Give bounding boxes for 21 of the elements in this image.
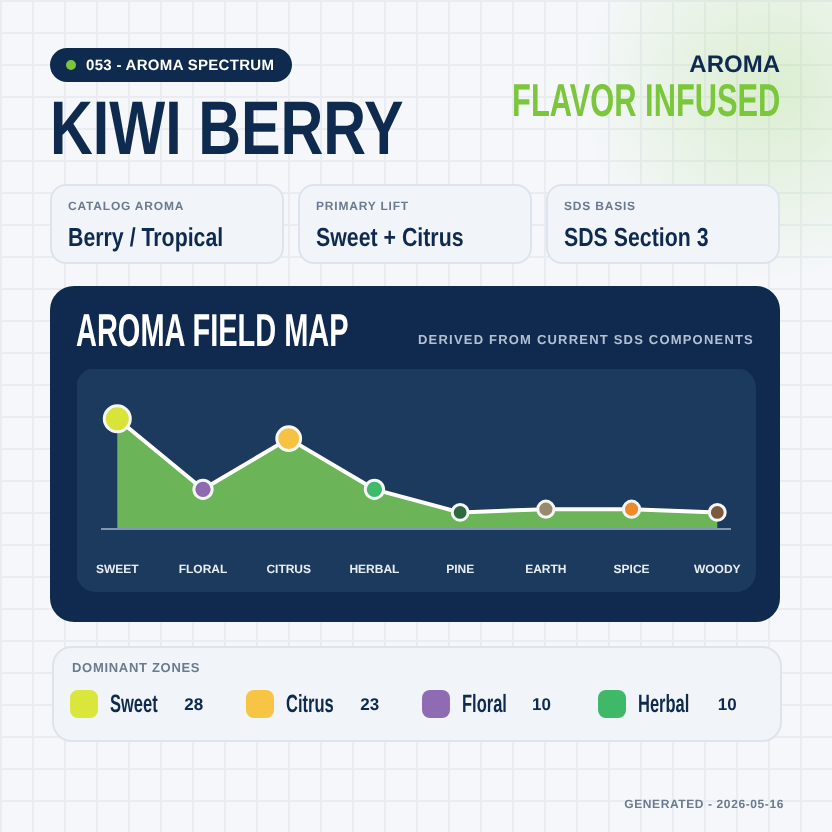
chart-title: AROMA FIELD MAP — [76, 304, 349, 356]
data-label: 23 — [360, 693, 380, 714]
point — [621, 499, 642, 519]
category-label: Floral — [462, 689, 507, 718]
data-label: 28 — [184, 693, 204, 714]
point — [363, 478, 386, 500]
point — [536, 499, 556, 519]
point — [707, 503, 727, 522]
text: Sweet + Citrus — [316, 222, 464, 252]
text: FLAVOR INFUSED — [511, 74, 780, 126]
point — [192, 478, 214, 500]
data-label: 10 — [532, 693, 552, 714]
data-label: 10 — [717, 693, 737, 714]
category-label: Sweet — [110, 689, 158, 718]
text: Berry / Tropical — [68, 222, 224, 252]
category-label: Citrus — [286, 689, 334, 718]
text: SDS Section 3 — [564, 222, 709, 252]
text: KIWI BERRY — [50, 87, 404, 171]
text: AROMA — [689, 49, 780, 77]
point — [450, 503, 470, 522]
category-label: Herbal — [638, 689, 690, 718]
